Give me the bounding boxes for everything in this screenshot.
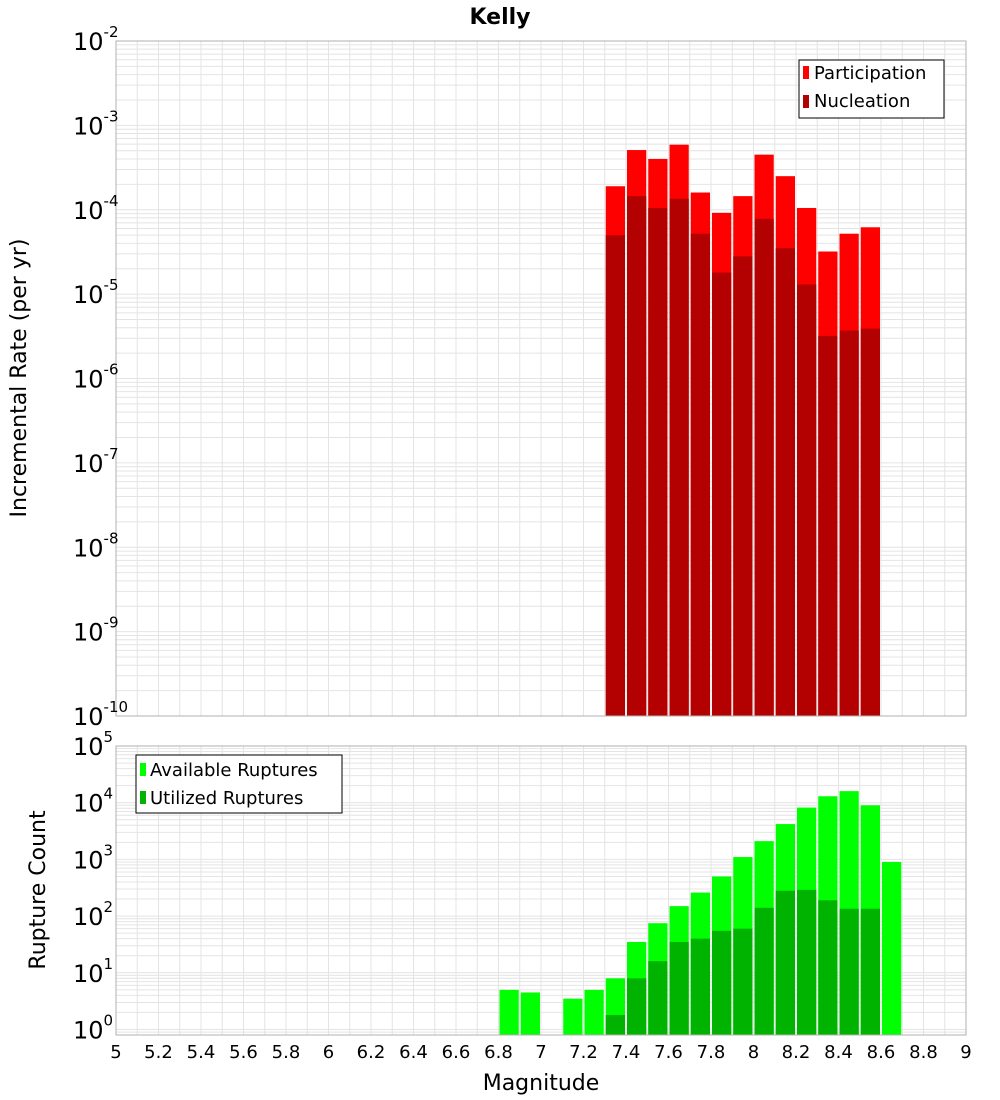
participation-legend-swatch: [803, 66, 809, 79]
count-panel: 100 101 102 103 104 105 5 5.2 5.4 5.6 5.8 6 6.2 6.4 6…: [26, 728, 972, 1096]
available-ruptures-bar: [882, 861, 902, 1035]
magnitude-tick-label: 7: [535, 1042, 546, 1063]
count-y-ticks: 100 101 102 103 104 105: [73, 728, 113, 1045]
utilized-ruptures-bar: [860, 908, 880, 1035]
rate-panel: 10-2 10-3 10-4 10-5 10-6 10-7 10-8 10-9 10-10 In…: [7, 23, 967, 731]
nucleation-bar: [712, 272, 732, 716]
nucleation-bar: [669, 198, 689, 717]
rate-y-tick-label: 10-8: [73, 529, 119, 562]
count-y-tick-label: 102: [73, 898, 113, 931]
count-y-tick-label: 101: [73, 955, 113, 988]
count-legend-box: [135, 754, 343, 814]
utilized-ruptures-bar: [797, 889, 817, 1035]
available-ruptures-bar: [584, 989, 604, 1035]
utilized-ruptures-bar: [712, 930, 732, 1035]
nucleation-bar: [690, 233, 710, 716]
participation-legend-label: Participation: [814, 63, 926, 84]
available-ruptures-legend-label: Available Ruptures: [150, 760, 318, 781]
count-legend: Available Ruptures Utilized Ruptures: [135, 754, 343, 814]
magnitude-tick-label: 5.6: [229, 1042, 258, 1063]
utilized-ruptures-bar: [605, 1015, 625, 1035]
rate-gridlines: [115, 40, 967, 717]
nucleation-bar: [818, 335, 838, 716]
nucleation-bar: [627, 196, 647, 716]
rate-legend: Participation Nucleation: [798, 59, 945, 119]
rate-y-tick-label: 10-5: [73, 276, 119, 309]
utilized-ruptures-bar: [690, 938, 710, 1035]
magnitude-tick-label: 8.6: [867, 1042, 896, 1063]
magnitude-tick-label: 8: [748, 1042, 759, 1063]
magnitude-x-axis-label: Magnitude: [483, 1071, 600, 1096]
utilized-ruptures-bar: [648, 961, 668, 1035]
magnitude-tick-label: 6: [323, 1042, 334, 1063]
utilized-ruptures-bar: [669, 941, 689, 1035]
utilized-ruptures-bar: [818, 900, 838, 1035]
nucleation-legend-label: Nucleation: [814, 91, 910, 112]
utilized-ruptures-bar: [839, 908, 859, 1035]
count-plot-frame: [115, 745, 967, 1036]
rate-y-tick-label: 10-4: [73, 192, 119, 225]
magnitude-tick-label: 5.8: [272, 1042, 301, 1063]
nucleation-bar: [839, 330, 859, 716]
rate-plot-frame: [115, 40, 967, 717]
rate-y-tick-label: 10-7: [73, 445, 119, 478]
nucleation-bar: [733, 256, 753, 716]
magnitude-tick-label: 8.8: [909, 1042, 938, 1063]
rate-y-tick-label: 10-10: [73, 698, 128, 731]
magnitude-tick-label: 6.2: [357, 1042, 386, 1063]
count-bars: [499, 791, 902, 1035]
nucleation-legend-swatch: [803, 95, 809, 108]
magnitude-tick-label: 7.2: [569, 1042, 598, 1063]
magnitude-tick-label: 5.2: [144, 1042, 173, 1063]
rate-legend-box: [798, 59, 945, 119]
available-ruptures-bar: [563, 998, 583, 1035]
available-ruptures-legend-swatch: [140, 763, 146, 776]
magnitude-tick-label: 5.4: [187, 1042, 216, 1063]
magnitude-tick-label: 7.6: [654, 1042, 683, 1063]
nucleation-bar: [605, 235, 625, 716]
nucleation-bar: [648, 207, 668, 716]
utilized-ruptures-bar: [754, 907, 774, 1035]
nucleation-bar: [797, 284, 817, 716]
utilized-ruptures-bar: [733, 928, 753, 1035]
magnitude-tick-label: 5: [110, 1042, 121, 1063]
count-y-axis-label: Rupture Count: [26, 810, 51, 970]
chart-title: Kelly: [469, 5, 530, 30]
rate-y-ticks: 10-2 10-3 10-4 10-5 10-6 10-7 10-8 10-9 10-10: [73, 23, 128, 731]
nucleation-bar: [754, 218, 774, 716]
rate-y-tick-label: 10-9: [73, 614, 119, 647]
magnitude-tick-label: 6.4: [399, 1042, 428, 1063]
available-ruptures-bar: [499, 989, 519, 1035]
magnitude-tick-label: 9: [960, 1042, 971, 1063]
count-y-tick-label: 103: [73, 841, 113, 874]
magnitude-tick-label: 8.2: [782, 1042, 811, 1063]
utilized-ruptures-bar: [627, 978, 647, 1035]
utilized-ruptures-legend-label: Utilized Ruptures: [150, 788, 303, 809]
utilized-ruptures-bar: [775, 890, 795, 1035]
count-y-tick-label: 105: [73, 728, 113, 761]
rate-y-axis-label: Incremental Rate (per yr): [7, 239, 32, 518]
rate-y-tick-label: 10-3: [73, 107, 119, 140]
magnitude-tick-label: 6.8: [484, 1042, 513, 1063]
rate-y-tick-label: 10-2: [73, 23, 119, 56]
magnitude-x-ticks: 5 5.2 5.4 5.6 5.8 6 6.2 6.4 6.6 6.8 7 7.2 7.4 7.6 7.8 8…: [110, 1042, 971, 1063]
rate-y-tick-label: 10-6: [73, 361, 119, 394]
rate-bars: [605, 144, 880, 717]
magnitude-tick-label: 6.6: [442, 1042, 471, 1063]
magnitude-tick-label: 7.4: [612, 1042, 641, 1063]
utilized-ruptures-legend-swatch: [140, 791, 146, 804]
nucleation-bar: [860, 328, 880, 716]
available-ruptures-bar: [520, 992, 540, 1035]
count-y-tick-label: 100: [73, 1012, 113, 1045]
magnitude-tick-label: 7.8: [697, 1042, 726, 1063]
nucleation-bar: [775, 248, 795, 717]
count-y-tick-label: 104: [73, 785, 113, 818]
magnitude-tick-label: 8.4: [824, 1042, 853, 1063]
